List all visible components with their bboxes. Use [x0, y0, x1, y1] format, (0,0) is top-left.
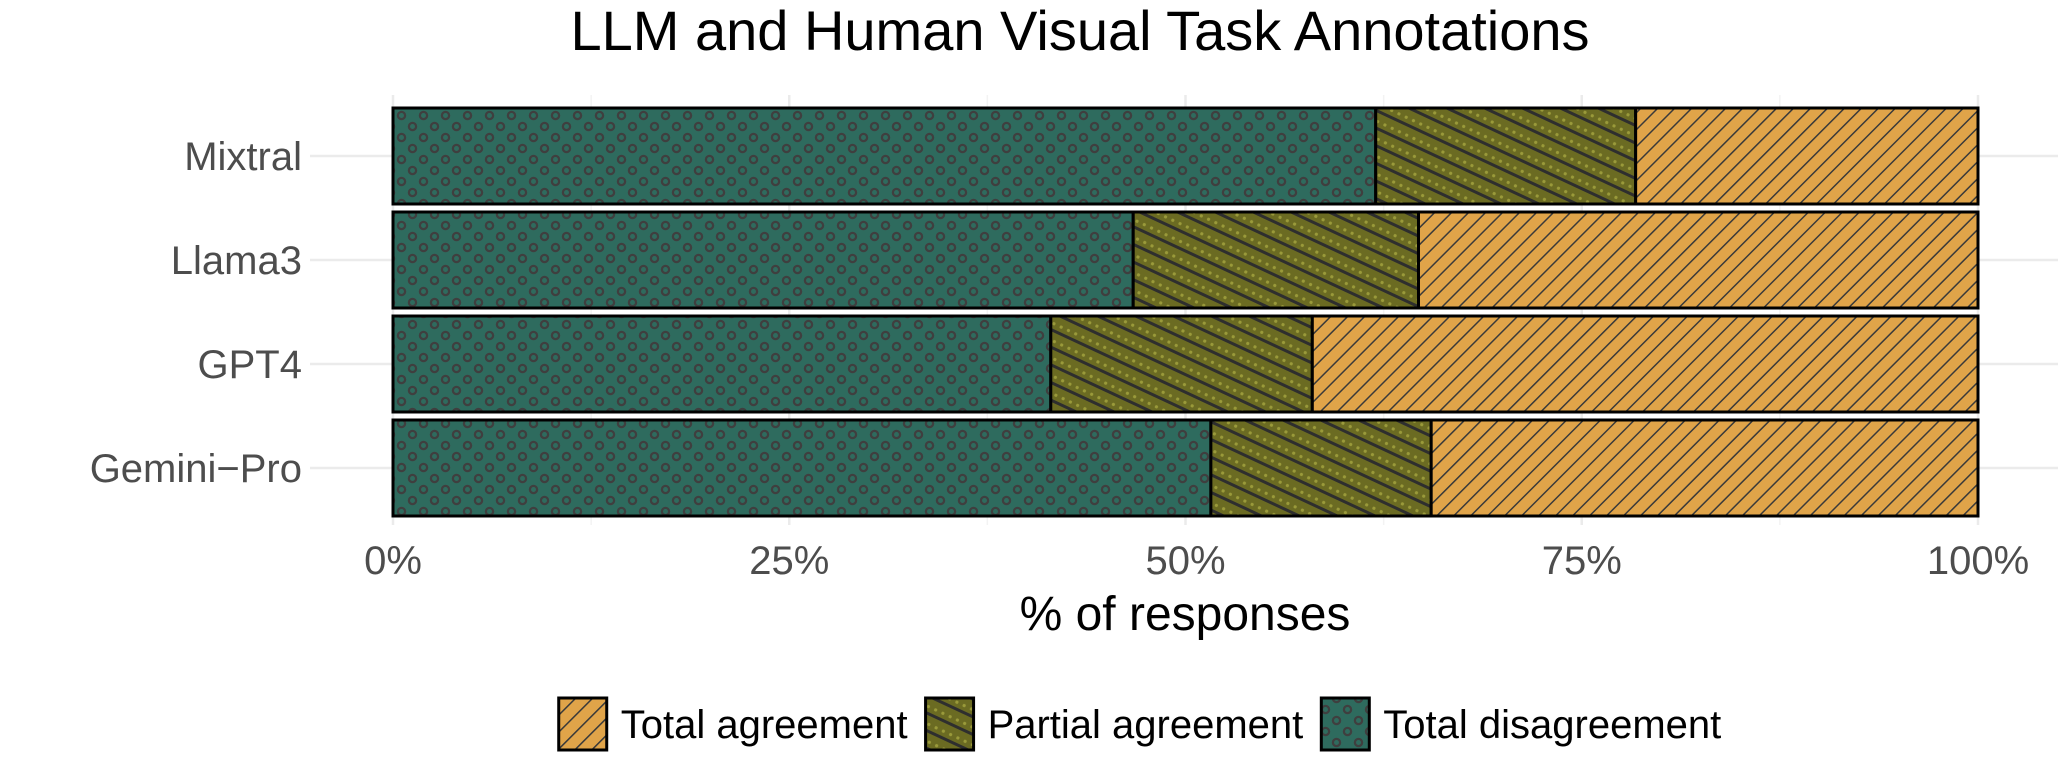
- bar-segment: [1416, 210, 1980, 310]
- y-axis-labels: Mixtral Llama3 GPT4 Gemini−Pro: [90, 135, 302, 491]
- y-tick-label: GPT4: [198, 343, 302, 387]
- y-tick-label: Mixtral: [184, 135, 302, 179]
- bars: [391, 106, 1980, 518]
- legend-label: Total disagreement: [1383, 703, 1721, 747]
- x-tick-label: 25%: [749, 539, 829, 583]
- bar-segment: [1634, 106, 1980, 206]
- bar-segment: [391, 106, 1378, 206]
- legend-key: [924, 696, 976, 752]
- x-axis-title: % of responses: [1020, 588, 1351, 641]
- legend-item: Total disagreement: [1319, 696, 1721, 752]
- x-tick-label: 100%: [1927, 539, 2029, 583]
- bar-segment: [1429, 418, 1980, 518]
- legend-item: Partial agreement: [924, 696, 1304, 752]
- y-tick-label: Gemini−Pro: [90, 447, 302, 491]
- bar-segment: [391, 418, 1213, 518]
- bar-segment: [391, 314, 1053, 414]
- bar-segment: [1049, 314, 1314, 414]
- bar-segment: [391, 210, 1135, 310]
- legend-key: [1319, 696, 1371, 752]
- chart-title: LLM and Human Visual Task Annotations: [570, 0, 1589, 62]
- bar-segment: [1209, 418, 1433, 518]
- x-tick-label: 50%: [1145, 539, 1225, 583]
- legend: Total agreement Partial agreement Total di…: [557, 696, 1721, 752]
- legend-label: Total agreement: [621, 703, 908, 747]
- bar-segment: [1131, 210, 1420, 310]
- x-tick-label: 75%: [1542, 539, 1622, 583]
- legend-item: Total agreement: [557, 696, 908, 752]
- bar-segment: [1310, 314, 1980, 414]
- bar-segment: [1374, 106, 1638, 206]
- y-tick-label: Llama3: [171, 239, 302, 283]
- x-axis-ticks: 0% 25% 50% 75% 100%: [364, 539, 2029, 583]
- legend-label: Partial agreement: [988, 703, 1304, 747]
- legend-key: [557, 696, 609, 752]
- x-tick-label: 0%: [364, 539, 422, 583]
